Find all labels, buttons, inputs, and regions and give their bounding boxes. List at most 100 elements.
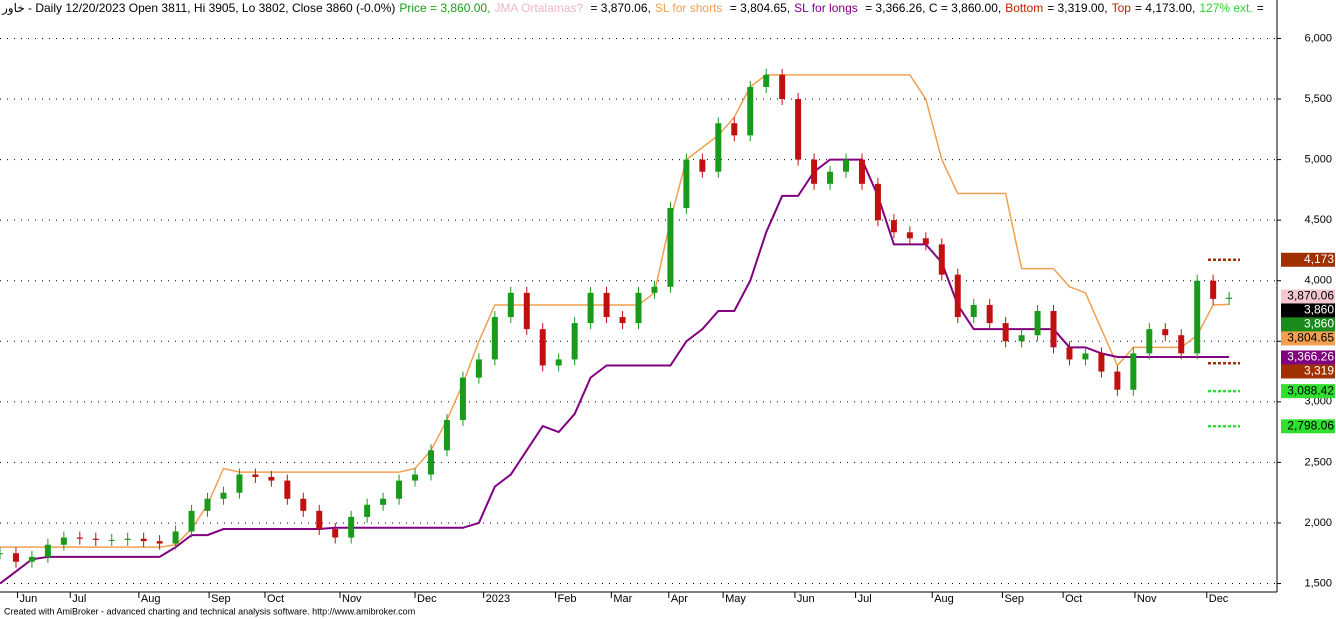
candle [843, 159, 850, 172]
candle [986, 304, 993, 324]
candle [172, 531, 179, 544]
candle [1194, 280, 1201, 354]
y-tick-label: 3,000 [1304, 396, 1332, 408]
candle [683, 159, 690, 209]
candle [1146, 329, 1153, 354]
candle [779, 74, 786, 100]
level-label: 3,366.26 [1287, 350, 1334, 364]
candle [1082, 353, 1089, 360]
candle [1210, 280, 1217, 299]
candle [523, 292, 530, 330]
candle [12, 553, 19, 562]
level-box [1281, 252, 1335, 267]
header-segment: Bottom [1005, 1, 1044, 15]
candle [1034, 311, 1041, 336]
candle [922, 238, 929, 245]
level-label: 2,798.06 [1287, 418, 1334, 432]
x-tick-label: Aug [141, 593, 161, 605]
level-box [1281, 303, 1335, 318]
candle [1002, 323, 1009, 342]
level-label: 3,804.65 [1287, 331, 1334, 345]
x-tick-label: Sep [1004, 593, 1024, 605]
header-segment: 127% ext. [1199, 1, 1253, 15]
indicator-line [0, 158, 1230, 585]
level-box [1281, 289, 1335, 304]
candle [874, 183, 881, 221]
header-segment: SL for shorts [654, 1, 726, 15]
candle [507, 292, 514, 318]
x-tick-label: Sep [211, 593, 231, 605]
candle [619, 317, 626, 324]
candle [1178, 335, 1185, 354]
y-tick-label: 2,500 [1304, 456, 1332, 468]
candle [44, 544, 51, 557]
candle [555, 359, 562, 366]
x-tick-label: Oct [1065, 593, 1082, 605]
x-tick-label: Nov [1137, 593, 1157, 605]
candle [427, 450, 434, 475]
candle [539, 329, 546, 366]
level-label: 3,860 [1304, 303, 1334, 317]
y-tick-label: 5,500 [1304, 93, 1332, 105]
header-segment: = 3,366.26, C = 3,860.00, [865, 1, 1002, 15]
x-tick-label: Nov [342, 593, 362, 605]
x-tick-label: May [725, 593, 746, 605]
x-tick-label: Dec [417, 593, 437, 605]
x-tick-label: Apr [671, 593, 688, 605]
header-segment: = 3,870.06, [590, 1, 651, 15]
y-tick-label: 6,000 [1304, 32, 1332, 44]
candle [108, 539, 115, 541]
header-segment: JMA Ortalamas? [494, 1, 587, 15]
candle [938, 244, 945, 275]
candle [124, 538, 131, 540]
candle [715, 123, 722, 172]
x-tick-label: Dec [1209, 593, 1229, 605]
candle [92, 538, 99, 540]
header: خاور - Daily 12/20/2023 Open 3811, Hi 39… [2, 1, 1268, 15]
candle [906, 232, 913, 239]
level-box [1281, 350, 1335, 365]
candle [1114, 371, 1121, 390]
candle [332, 529, 339, 538]
footer: Created with AmiBroker - advanced charti… [4, 606, 415, 616]
candle [156, 541, 163, 544]
candle [1162, 329, 1169, 336]
level-label: 3,870.06 [1287, 289, 1334, 303]
header-segment: Top [1111, 1, 1131, 15]
candle [76, 537, 83, 539]
candle [316, 510, 323, 530]
candle [268, 476, 275, 481]
candle [300, 498, 307, 511]
candle [890, 220, 897, 233]
x-tick-label: Jun [797, 593, 815, 605]
candle [954, 274, 961, 318]
level-box [1281, 364, 1335, 379]
candle [491, 317, 498, 360]
candle [603, 292, 610, 318]
candle [795, 99, 802, 160]
y-tick-label: 4,000 [1304, 275, 1332, 287]
y-tick-label: 4,500 [1304, 214, 1332, 226]
header-segment: خاور - Daily 12/20/2023 Open 3811, Hi 39… [2, 1, 396, 15]
candle [827, 171, 834, 184]
x-tick-label: Aug [934, 593, 954, 605]
header-segment: SL for longs [794, 1, 862, 15]
candle [252, 474, 259, 477]
level-box [1281, 384, 1335, 399]
level-label: 4,173 [1304, 252, 1334, 266]
candle [747, 86, 754, 136]
candle [811, 159, 818, 184]
candle [1018, 335, 1025, 342]
candle [236, 474, 243, 493]
candle [731, 123, 738, 136]
candle [396, 480, 403, 499]
candle [188, 510, 195, 532]
x-tick-label: Mar [613, 593, 632, 605]
candle [412, 474, 419, 481]
candle [60, 537, 67, 545]
level-label: 3,319 [1304, 364, 1334, 378]
x-tick-label: Feb [557, 593, 576, 605]
header-segment: = [1256, 1, 1264, 15]
candle [284, 480, 291, 499]
